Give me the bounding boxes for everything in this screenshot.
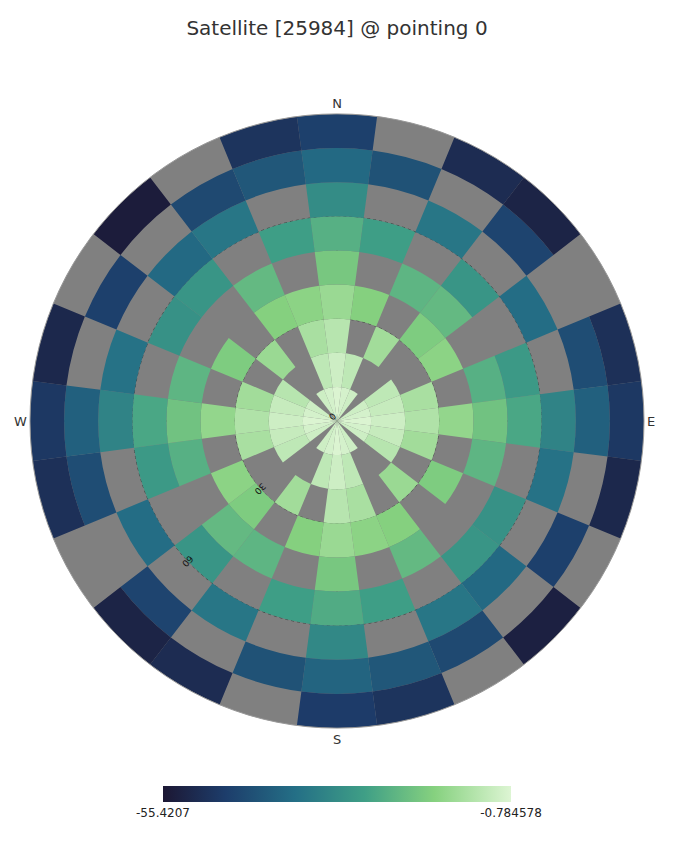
svg-text:30: 30 [252,481,267,496]
svg-text:W: W [14,414,27,429]
svg-text:Satellite [25984] @ pointing 0: Satellite [25984] @ pointing 0 [186,16,487,40]
svg-text:60: 60 [180,554,195,569]
svg-text:-55.4207: -55.4207 [136,806,190,820]
svg-text:-0.784578: -0.784578 [480,806,542,820]
svg-text:0: 0 [327,411,338,422]
svg-text:N: N [332,96,342,111]
svg-text:E: E [647,414,655,429]
svg-text:S: S [333,732,341,747]
